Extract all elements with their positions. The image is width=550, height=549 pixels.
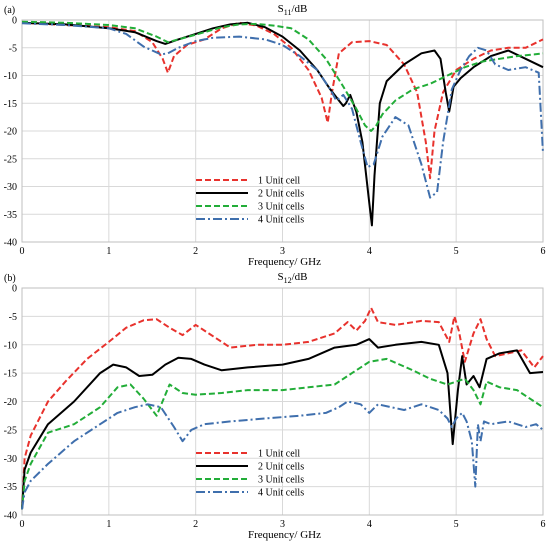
y-tick-label: -20	[4, 127, 17, 138]
y-tick-label: -40	[4, 238, 17, 249]
panel-label: (a)	[4, 5, 15, 16]
y-tick-label: -5	[9, 312, 17, 323]
y-tick-label: -5	[9, 43, 17, 54]
legend-label-4: 4 Unit cells	[258, 488, 304, 499]
x-tick-label: 3	[280, 519, 285, 530]
x-tick-label: 1	[106, 519, 111, 530]
y-tick-label: 0	[12, 16, 17, 27]
legend-label-2: 2 Unit cells	[258, 462, 304, 473]
plot-frame	[21, 287, 544, 516]
y-tick-label: -35	[4, 482, 17, 493]
y-tick-label: -30	[4, 182, 17, 193]
legend: 1 Unit cell 2 Unit cells 3 Unit cells 4 Uni…	[196, 176, 304, 226]
legend-label-3: 3 Unit cells	[258, 475, 304, 486]
series-line-1	[21, 21, 544, 180]
x-tick-label: 4	[367, 519, 372, 530]
series-line-1	[21, 306, 544, 510]
x-tick-label: 6	[541, 519, 546, 530]
x-axis-label: Frequency/ GHz	[248, 256, 321, 268]
x-tick-label: 0	[20, 246, 25, 257]
y-tick-label: -40	[4, 511, 17, 522]
x-tick-label: 5	[454, 246, 459, 257]
series-line-4	[21, 400, 544, 510]
x-tick-label: 1	[106, 246, 111, 257]
panel-label: (b)	[4, 273, 16, 284]
x-tick-label: 5	[454, 519, 459, 530]
chart-title: S11/dB	[278, 3, 308, 17]
y-tick-label: -20	[4, 397, 17, 408]
legend-label-2: 2 Unit cells	[258, 189, 304, 200]
series-line-3	[21, 357, 544, 510]
series-line-2	[21, 338, 544, 510]
y-tick-label: -25	[4, 425, 17, 436]
y-tick-label: -35	[4, 210, 17, 221]
chart-panel-0: 0-5-10-15-20-25-30-35-400 1 2 3 4 5 6(a) S11/dB…	[4, 3, 546, 268]
legend-label-1: 1 Unit cell	[258, 449, 300, 460]
x-tick-label: 2	[193, 519, 198, 530]
chart-title: S12/dB	[277, 271, 307, 285]
x-tick-label: 2	[193, 246, 198, 257]
legend-label-3: 3 Unit cells	[258, 202, 304, 213]
plot-frame	[21, 19, 544, 243]
y-tick-label: -15	[4, 99, 17, 110]
x-tick-label: 3	[280, 246, 285, 257]
x-tick-label: 6	[541, 246, 546, 257]
chart-panel-1: 0-5-10-15-20-25-30-35-400 1 2 3 4 5 6(b) S12/dB…	[4, 271, 546, 541]
x-tick-label: 4	[367, 246, 372, 257]
series-line-4	[21, 22, 544, 199]
series-line-3	[21, 20, 544, 132]
y-tick-label: -30	[4, 454, 17, 465]
x-axis-label: Frequency/ GHz	[248, 529, 321, 541]
y-tick-label: -10	[4, 340, 17, 351]
legend-label-4: 4 Unit cells	[258, 215, 304, 226]
y-tick-label: -25	[4, 154, 17, 165]
y-tick-label: -10	[4, 71, 17, 82]
y-tick-label: 0	[12, 284, 17, 295]
x-tick-label: 0	[20, 519, 25, 530]
y-tick-label: -15	[4, 369, 17, 380]
legend-label-1: 1 Unit cell	[258, 176, 300, 187]
legend: 1 Unit cell 2 Unit cells 3 Unit cells 4 Uni…	[196, 449, 304, 499]
